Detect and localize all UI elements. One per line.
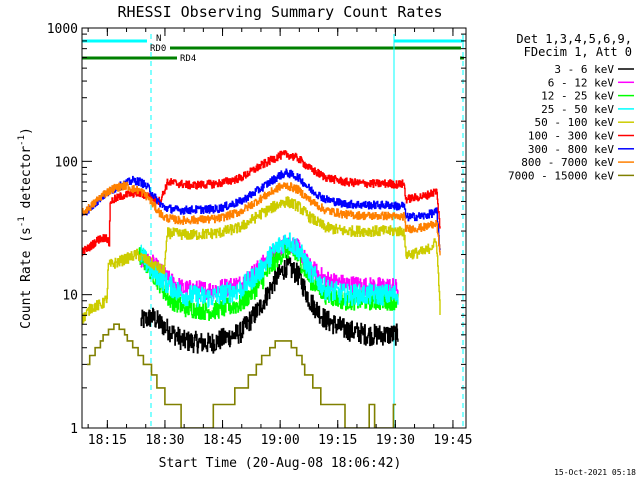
x-tick-label: 19:30 [376, 433, 415, 448]
legend-label: 300 - 800 keV [528, 143, 614, 156]
x-tick-label: 19:15 [318, 433, 357, 448]
legend-header-line-2: FDecim 1, Att 0 [524, 45, 632, 59]
plot-border [81, 27, 467, 429]
legend-label: 800 - 7000 keV [521, 156, 614, 169]
legend-label: 6 - 12 keV [548, 76, 615, 89]
legend: Det 1,3,4,5,6,9, FDecim 1, Att 0 3 - 6 k… [508, 32, 634, 182]
y-axis-label-mid: detector [19, 146, 34, 217]
y-axis-label-main: Count Rate (s [19, 227, 34, 329]
y-tick-label: 1 [70, 422, 78, 437]
series-line [82, 181, 441, 256]
x-tick-label: 18:30 [145, 433, 184, 448]
x-tick-label: 18:15 [88, 433, 127, 448]
y-tick-label: 10 [62, 289, 78, 304]
legend-label: 3 - 6 keV [554, 63, 614, 76]
series-layer [82, 150, 441, 428]
chart-title: RHESSI Observing Summary Count Rates [117, 3, 442, 21]
flag-annotation: N [156, 34, 161, 44]
series-line [87, 323, 397, 428]
legend-label: 12 - 25 keV [541, 90, 614, 103]
series-line [140, 232, 399, 308]
x-tick-label: 19:00 [261, 433, 300, 448]
y-axis-label-end: ) [19, 127, 34, 135]
axes: 18:15 18:30 18:45 19:00 19:15 19:30 19:45 1 10 10… [47, 22, 473, 448]
y-axis-label-sup1: -1 [17, 216, 27, 227]
legend-label: 100 - 300 keV [528, 130, 614, 143]
y-tick-label: 100 [55, 155, 78, 170]
series-line [140, 254, 399, 354]
plot-frame [81, 27, 467, 429]
x-tick-label: 18:45 [203, 433, 242, 448]
y-tick-label: 1000 [47, 22, 78, 37]
footer-timestamp: 15-Oct-2021 05:18 [554, 468, 636, 477]
series-line [82, 196, 441, 325]
legend-label: 7000 - 15000 keV [508, 169, 614, 182]
x-tick-label: 19:45 [433, 433, 472, 448]
flag-annotation: RD4 [180, 54, 196, 64]
legend-label: 25 - 50 keV [541, 103, 614, 116]
legend-label: 50 - 100 keV [535, 116, 615, 129]
y-axis-label: Count Rate (s-1 detector-1) [17, 127, 34, 329]
series-line [82, 168, 441, 251]
x-axis-label: Start Time (20-Aug-08 18:06:42) [159, 456, 402, 471]
y-axis-label-sup2: -1 [17, 135, 27, 146]
legend-header-line-1: Det 1,3,4,5,6,9, [516, 32, 632, 46]
flag-annotation: RD0 [150, 44, 166, 54]
